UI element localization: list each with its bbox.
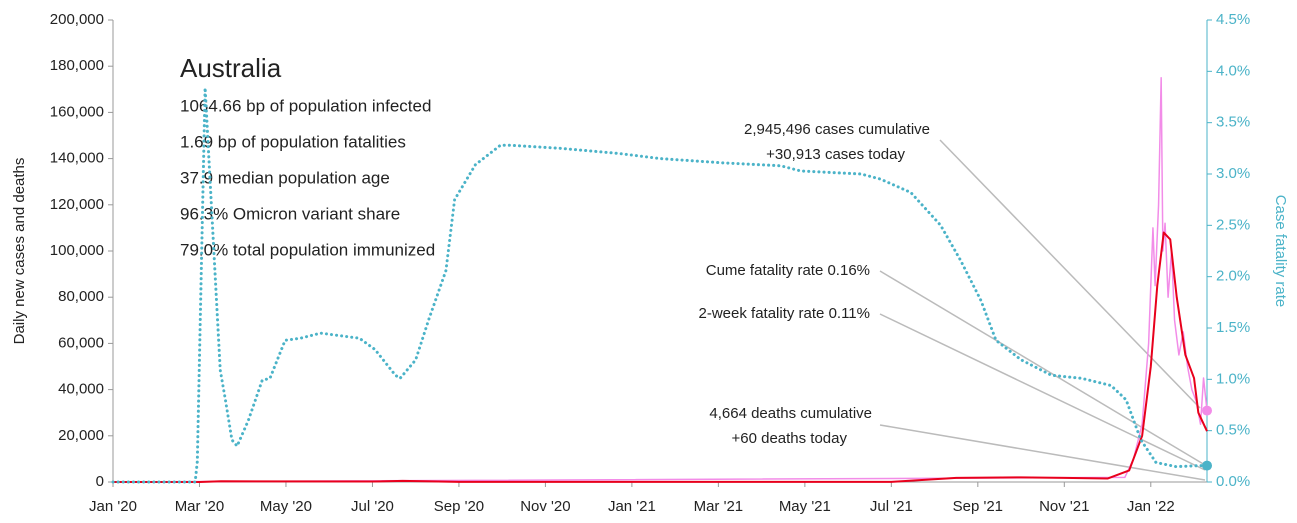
y2-tick-label: 1.5% (1216, 319, 1250, 336)
info-line: 37.9 median population age (180, 168, 390, 187)
end-dot (1202, 405, 1212, 416)
annotation: 2-week fatality rate 0.11% (699, 305, 870, 322)
annotation: 2,945,496 cases cumulative (744, 121, 930, 138)
y2-tick-label: 1.0% (1216, 370, 1250, 387)
x-tick-label: Mar '20 (175, 498, 225, 515)
y-tick-label: 20,000 (58, 427, 104, 444)
x-tick-label: Nov '20 (520, 498, 570, 515)
x-tick-label: Mar '21 (694, 498, 744, 515)
y-axis-label: Daily new cases and deaths (11, 158, 28, 345)
y-tick-label: 120,000 (50, 196, 104, 213)
info-line: 79.0% total population immunized (180, 240, 435, 259)
leader-line (879, 270, 1206, 466)
info-line: 1.69 bp of population fatalities (180, 132, 406, 151)
y-tick-label: 80,000 (58, 288, 104, 305)
x-tick-label: Jul '20 (351, 498, 394, 515)
y2-tick-label: 0.0% (1216, 473, 1250, 490)
x-tick-label: Sep '21 (953, 498, 1003, 515)
annotation: 4,664 deaths cumulative (709, 405, 872, 422)
series-line (112, 77, 1208, 483)
y-tick-label: 140,000 (50, 150, 104, 167)
x-tick-label: Jan '20 (89, 498, 137, 515)
y2-axis-label: Case fatality rate (1272, 195, 1289, 308)
y-tick-label: 180,000 (50, 57, 104, 74)
info-line: 96.3% Omicron variant share (180, 204, 400, 223)
annotation: Cume fatality rate 0.16% (706, 262, 870, 279)
x-tick-label: Jul '21 (870, 498, 913, 515)
leader-line (879, 424, 1206, 481)
y-tick-label: 200,000 (50, 11, 104, 28)
y-tick-label: 40,000 (58, 381, 104, 398)
y-tick-label: 160,000 (50, 103, 104, 120)
y2-tick-label: 4.0% (1216, 62, 1250, 79)
chart-title: Australia (180, 53, 282, 83)
y-tick-label: 0 (96, 473, 104, 490)
y2-tick-label: 3.5% (1216, 114, 1250, 131)
leader-line (939, 139, 1201, 409)
end-dot (1202, 460, 1212, 471)
annotation: +30,913 cases today (766, 146, 905, 163)
y-tick-label: 100,000 (50, 242, 104, 259)
leader-line (879, 313, 1206, 471)
series-line (113, 231, 1208, 483)
series-line (111, 86, 1209, 484)
annotation: +60 deaths today (731, 430, 847, 447)
x-tick-label: Jan '22 (1127, 498, 1175, 515)
y2-tick-label: 2.0% (1216, 268, 1250, 285)
x-tick-label: May '20 (260, 498, 312, 515)
y2-tick-label: 3.0% (1216, 165, 1250, 182)
y2-tick-label: 0.5% (1216, 422, 1250, 439)
y-tick-label: 60,000 (58, 334, 104, 351)
y2-tick-label: 4.5% (1216, 11, 1250, 28)
x-tick-label: Jan '21 (608, 498, 656, 515)
y2-tick-label: 2.5% (1216, 216, 1250, 233)
x-tick-label: Nov '21 (1039, 498, 1089, 515)
x-tick-label: May '21 (779, 498, 831, 515)
x-tick-label: Sep '20 (434, 498, 484, 515)
info-line: 1064.66 bp of population infected (180, 96, 431, 115)
